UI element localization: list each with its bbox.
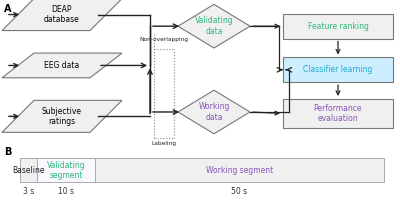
FancyBboxPatch shape — [283, 57, 393, 82]
Text: Baseline: Baseline — [12, 166, 45, 175]
Text: EEG data: EEG data — [44, 61, 80, 70]
Polygon shape — [178, 90, 250, 134]
Polygon shape — [2, 100, 122, 132]
Text: Validating
segment: Validating segment — [47, 161, 86, 180]
Text: Labeling: Labeling — [152, 141, 176, 146]
Text: B: B — [4, 147, 11, 157]
Text: Working
data: Working data — [198, 102, 230, 122]
Text: 50 s: 50 s — [232, 187, 248, 196]
FancyBboxPatch shape — [283, 99, 393, 128]
Text: Classifier learning: Classifier learning — [303, 65, 373, 74]
FancyBboxPatch shape — [37, 158, 95, 182]
Text: Feature ranking: Feature ranking — [308, 22, 368, 31]
Text: Subjective
ratings: Subjective ratings — [42, 107, 82, 126]
FancyBboxPatch shape — [283, 14, 393, 39]
Text: 10 s: 10 s — [58, 187, 74, 196]
Text: Working segment: Working segment — [206, 166, 273, 175]
Polygon shape — [2, 0, 122, 31]
FancyBboxPatch shape — [20, 158, 37, 182]
Text: Performance
evaluation: Performance evaluation — [314, 104, 362, 123]
Text: DEAP
database: DEAP database — [44, 5, 80, 24]
Text: Validating
data: Validating data — [195, 17, 233, 36]
Text: A: A — [4, 4, 12, 14]
Text: Non-overlapping: Non-overlapping — [140, 37, 188, 42]
Polygon shape — [178, 4, 250, 48]
Polygon shape — [2, 53, 122, 78]
Text: 3 s: 3 s — [23, 187, 34, 196]
FancyBboxPatch shape — [95, 158, 384, 182]
